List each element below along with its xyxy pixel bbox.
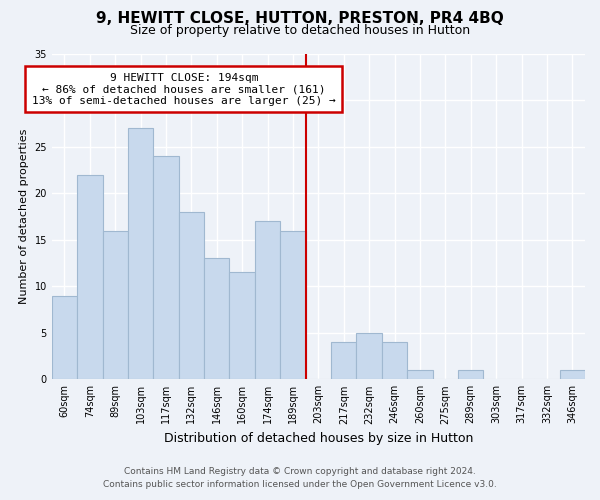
Bar [229, 272, 255, 380]
Bar [128, 128, 154, 380]
Bar [77, 175, 103, 380]
Bar [382, 342, 407, 380]
Text: 9, HEWITT CLOSE, HUTTON, PRESTON, PR4 4BQ: 9, HEWITT CLOSE, HUTTON, PRESTON, PR4 4B… [96, 11, 504, 26]
Text: 9 HEWITT CLOSE: 194sqm
← 86% of detached houses are smaller (161)
13% of semi-de: 9 HEWITT CLOSE: 194sqm ← 86% of detached… [32, 72, 335, 106]
Bar [331, 342, 356, 380]
Bar [407, 370, 433, 380]
Bar [560, 370, 585, 380]
Bar [154, 156, 179, 380]
Text: Size of property relative to detached houses in Hutton: Size of property relative to detached ho… [130, 24, 470, 37]
Y-axis label: Number of detached properties: Number of detached properties [19, 129, 29, 304]
Bar [255, 222, 280, 380]
X-axis label: Distribution of detached houses by size in Hutton: Distribution of detached houses by size … [164, 432, 473, 445]
Text: Contains HM Land Registry data © Crown copyright and database right 2024.
Contai: Contains HM Land Registry data © Crown c… [103, 467, 497, 489]
Bar [52, 296, 77, 380]
Bar [204, 258, 229, 380]
Bar [280, 230, 305, 380]
Bar [103, 230, 128, 380]
Bar [356, 333, 382, 380]
Bar [179, 212, 204, 380]
Bar [458, 370, 484, 380]
